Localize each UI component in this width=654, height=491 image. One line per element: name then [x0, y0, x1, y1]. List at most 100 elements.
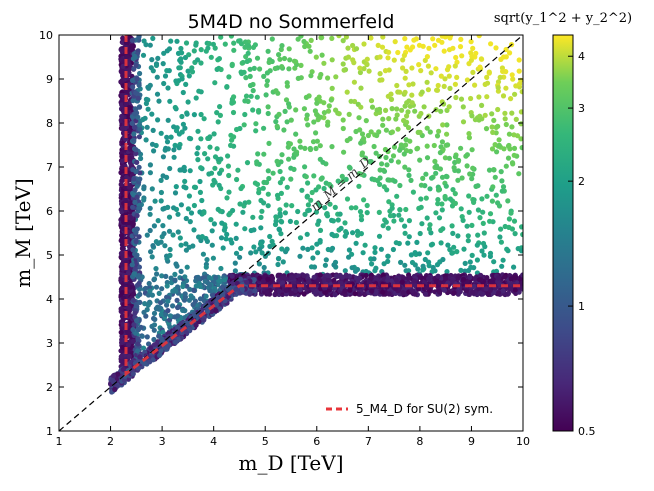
- data-point: [433, 163, 440, 169]
- data-point: [396, 212, 402, 218]
- data-point: [437, 166, 443, 172]
- data-point: [198, 165, 204, 171]
- data-point: [443, 183, 449, 189]
- legend: 5_M4_D for SU(2) sym.: [326, 402, 493, 416]
- data-point: [129, 120, 135, 126]
- x-tick-label: 6: [313, 435, 320, 448]
- data-point: [218, 265, 224, 272]
- data-point: [458, 267, 464, 273]
- data-point: [508, 96, 514, 102]
- data-point: [244, 279, 250, 285]
- x-axis-label: m_D [TeV]: [238, 451, 343, 475]
- data-point: [302, 145, 308, 151]
- data-point: [189, 65, 195, 71]
- data-point: [441, 83, 447, 89]
- data-point: [364, 210, 370, 216]
- data-point: [256, 109, 262, 115]
- data-point: [145, 106, 151, 112]
- data-point: [172, 277, 178, 283]
- data-point: [276, 111, 282, 117]
- data-point: [360, 250, 366, 256]
- data-point: [131, 131, 137, 137]
- data-point: [385, 177, 391, 183]
- data-point: [442, 193, 448, 200]
- data-point: [414, 239, 420, 245]
- data-point: [405, 109, 411, 115]
- data-point: [504, 246, 510, 252]
- data-point: [224, 84, 230, 90]
- data-point: [277, 211, 283, 217]
- data-point: [376, 209, 382, 215]
- data-point: [383, 127, 389, 133]
- data-point: [332, 292, 338, 298]
- data-point: [505, 155, 512, 161]
- data-point: [136, 35, 142, 39]
- data-point: [179, 50, 185, 56]
- data-point: [265, 191, 271, 197]
- data-point: [511, 152, 517, 158]
- data-point: [325, 108, 332, 114]
- data-point: [239, 286, 245, 292]
- data-point: [468, 39, 474, 45]
- data-point: [470, 45, 476, 52]
- data-point: [297, 144, 304, 150]
- data-point: [338, 225, 344, 231]
- data-point: [435, 273, 441, 279]
- data-point: [158, 189, 164, 196]
- data-point: [258, 225, 264, 231]
- data-point: [118, 79, 124, 85]
- data-point: [130, 247, 136, 253]
- data-point: [392, 178, 398, 184]
- data-point: [261, 264, 267, 271]
- data-point: [329, 57, 335, 63]
- data-point: [470, 69, 476, 75]
- data-point: [340, 61, 346, 67]
- data-point: [509, 110, 515, 116]
- data-point: [481, 252, 487, 258]
- data-point: [141, 345, 147, 351]
- data-point: [424, 155, 431, 161]
- data-point: [178, 56, 184, 62]
- data-point: [488, 279, 495, 285]
- chart-title: 5M4D no Sommerfeld: [188, 11, 395, 33]
- data-point: [180, 121, 186, 127]
- data-point: [379, 77, 385, 83]
- data-point: [499, 188, 505, 194]
- data-point: [174, 324, 181, 330]
- data-point: [228, 237, 234, 243]
- data-point: [120, 266, 126, 272]
- data-point: [304, 231, 310, 237]
- data-point: [439, 201, 445, 207]
- data-point: [207, 282, 213, 289]
- data-point: [200, 251, 206, 257]
- data-point: [323, 257, 329, 263]
- data-point: [119, 261, 125, 267]
- data-point: [505, 198, 511, 204]
- data-point: [217, 104, 223, 110]
- data-point: [476, 35, 482, 39]
- data-point: [167, 246, 173, 253]
- data-point: [251, 244, 257, 250]
- data-point: [257, 66, 263, 72]
- data-point: [198, 136, 204, 142]
- data-point: [391, 218, 397, 224]
- data-point: [311, 173, 317, 179]
- data-point: [226, 189, 232, 195]
- data-point: [234, 176, 240, 183]
- data-point: [207, 288, 213, 294]
- data-point: [424, 143, 430, 149]
- data-point: [368, 129, 374, 135]
- data-point: [422, 57, 428, 64]
- data-point: [109, 377, 116, 384]
- data-point: [358, 140, 364, 146]
- data-point: [136, 273, 142, 279]
- data-point: [172, 104, 178, 111]
- data-point: [161, 50, 167, 56]
- data-point: [183, 40, 190, 46]
- data-point: [133, 90, 139, 96]
- data-point: [325, 277, 332, 283]
- data-point: [476, 94, 482, 100]
- data-point: [519, 224, 523, 230]
- data-point: [265, 168, 271, 174]
- data-point: [457, 44, 464, 50]
